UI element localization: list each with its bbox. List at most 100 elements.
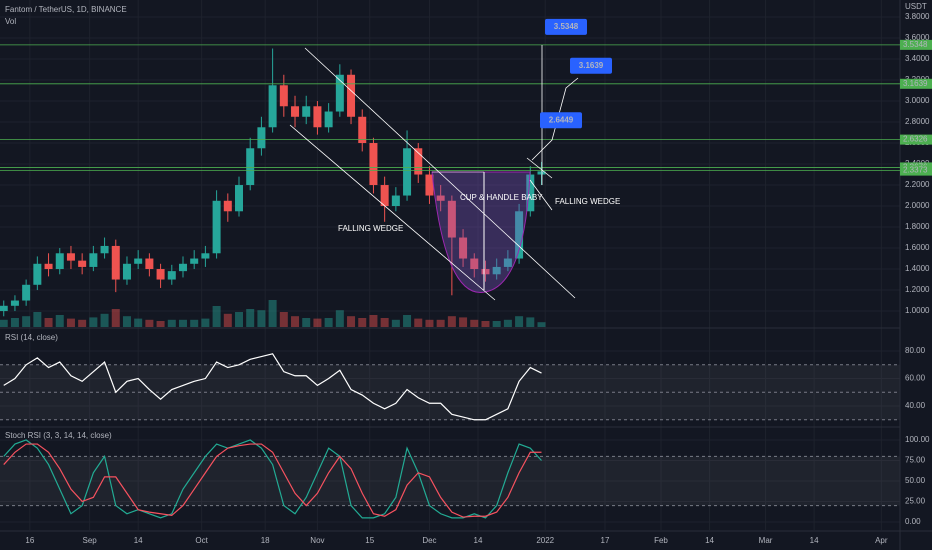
volume-bar <box>111 309 120 327</box>
candle-body <box>235 185 244 212</box>
candle-body <box>369 143 378 186</box>
callout-box <box>540 112 582 129</box>
candle-body <box>291 106 300 117</box>
candle-body <box>347 74 356 117</box>
candle-body <box>391 195 400 207</box>
currency-label: USDT <box>905 2 927 11</box>
candle-body <box>492 266 501 275</box>
volume-bar <box>414 318 423 327</box>
callout-label: 2.6449 <box>549 115 574 124</box>
band-fill <box>0 456 900 506</box>
y-tick-label: 1.6000 <box>905 243 930 252</box>
wedge-line <box>526 157 553 179</box>
candle-body <box>100 245 109 254</box>
y-tick-label: 80.00 <box>905 346 926 355</box>
candle-body <box>302 106 311 117</box>
volume-bar <box>347 316 356 327</box>
candle-body <box>503 258 512 267</box>
wedge-line <box>304 47 576 299</box>
candle-body <box>89 253 98 267</box>
level-label: 2.3373 <box>903 166 928 175</box>
x-tick-label: 14 <box>134 536 143 545</box>
candle-body <box>403 148 412 196</box>
candle-body <box>257 127 266 149</box>
volume-bar <box>459 317 468 327</box>
candle-body <box>44 263 53 270</box>
candle-body <box>122 263 131 280</box>
candle-body <box>201 253 210 259</box>
volume-bar <box>89 317 98 327</box>
volume-bar <box>380 318 389 327</box>
volume-bar <box>425 319 434 327</box>
y-tick-label: 25.00 <box>905 497 926 506</box>
volume-bar <box>167 319 176 327</box>
candle-body <box>436 195 445 201</box>
y-tick-label: 40.00 <box>905 401 926 410</box>
y-tick-label: 2.8000 <box>905 117 930 126</box>
volume-bar <box>403 315 412 327</box>
x-tick-label: Apr <box>875 536 888 545</box>
volume-bar <box>302 318 311 327</box>
volume-bar <box>122 316 131 327</box>
volume-bar <box>55 315 64 327</box>
x-tick-label: Mar <box>759 536 773 545</box>
volume-bar <box>279 312 288 327</box>
candle-body <box>515 211 524 259</box>
volume-bar <box>156 321 165 327</box>
candle-body <box>0 305 8 312</box>
candle-body <box>212 200 221 254</box>
volume-bar <box>78 319 87 327</box>
candle-body <box>526 174 535 212</box>
level-label: 3.5348 <box>903 40 928 49</box>
candle-body <box>324 111 333 128</box>
volume-bar <box>100 313 109 327</box>
x-tick-label: 14 <box>705 536 714 545</box>
x-tick-label: 14 <box>474 536 483 545</box>
candle-body <box>223 200 232 212</box>
candle-body <box>279 85 288 107</box>
y-tick-label: 1.0000 <box>905 306 930 315</box>
candle-body <box>414 148 423 175</box>
wedge-line <box>289 124 496 301</box>
y-tick-label: 1.8000 <box>905 222 930 231</box>
volume-bar <box>145 319 154 327</box>
candle-body <box>537 171 546 175</box>
y-tick-label: 3.0000 <box>905 96 930 105</box>
y-tick-label: 3.6000 <box>905 33 930 42</box>
y-tick-label: 50.00 <box>905 476 926 485</box>
volume-bar <box>246 309 255 327</box>
candle-body <box>380 185 389 207</box>
grid-layer <box>0 0 900 530</box>
volume-bar <box>190 319 199 327</box>
volume-bar <box>313 318 322 327</box>
pane-title: Stoch RSI (3, 3, 14, 14, close) <box>5 431 112 440</box>
y-tick-label: 100.00 <box>905 435 930 444</box>
volume-bar <box>235 312 244 327</box>
volume-bar <box>257 310 266 327</box>
volume-bar <box>10 318 19 327</box>
x-tick-label: Sep <box>83 536 98 545</box>
y-tick-label: 2.0000 <box>905 201 930 210</box>
chart-title: Fantom / TetherUS, 1D, BINANCE <box>5 5 127 14</box>
level-tag <box>900 39 932 50</box>
candle-body <box>190 258 199 264</box>
volume-bar <box>515 316 524 327</box>
x-tick-label: 14 <box>810 536 819 545</box>
y-tick-label: 3.4000 <box>905 54 930 63</box>
candle-body <box>167 271 176 280</box>
volume-bar <box>291 316 300 327</box>
annotation: CUP & HANDLE BABY <box>460 193 543 202</box>
candle-body <box>145 258 154 270</box>
indicator-line <box>3 439 542 519</box>
candle-body <box>313 106 322 128</box>
y-tick-label: 75.00 <box>905 456 926 465</box>
callout-label: 3.5348 <box>554 22 579 31</box>
x-tick-label: 17 <box>601 536 610 545</box>
candle-body <box>33 263 42 285</box>
candle-body <box>78 260 87 267</box>
volume-bar <box>0 319 8 327</box>
candle-body <box>246 148 255 186</box>
volume-bar <box>66 318 75 327</box>
x-tick-label: 16 <box>25 536 34 545</box>
